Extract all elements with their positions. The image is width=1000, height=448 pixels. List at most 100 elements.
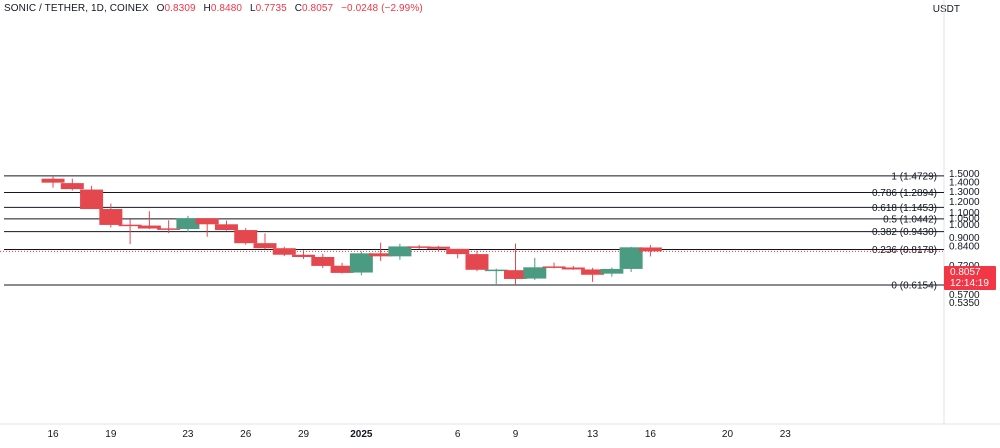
candle-body: [41, 178, 65, 183]
candle-body: [504, 270, 528, 279]
time-axis-tick-label: 23: [182, 429, 194, 440]
price-axis-tick-label: 1.0000: [949, 220, 980, 231]
candle-body: [638, 247, 662, 252]
fib-level-label: 1 (1.4729): [891, 171, 937, 182]
fib-level-label: 0.5 (1.0442): [883, 214, 937, 225]
candle-body: [60, 183, 84, 190]
open-value: 0.8309: [164, 3, 196, 14]
candle-body: [195, 218, 219, 225]
candle[interactable]: [330, 262, 354, 274]
candle[interactable]: [195, 218, 219, 237]
candle-body: [272, 248, 296, 255]
candle[interactable]: [60, 178, 84, 191]
candle[interactable]: [272, 246, 296, 257]
candle[interactable]: [638, 244, 662, 257]
time-axis-tick-label: 13: [587, 429, 599, 440]
candle[interactable]: [311, 253, 335, 269]
price-axis-tick-label: 0.9000: [949, 233, 980, 244]
time-axis-tick-label: 2025: [350, 429, 373, 440]
candle[interactable]: [157, 220, 181, 234]
candle-body: [292, 254, 316, 257]
price-axis-tick-label: 1.1000: [949, 208, 980, 219]
candle[interactable]: [176, 215, 200, 233]
candle-body: [311, 256, 335, 266]
candle[interactable]: [407, 244, 431, 249]
candle[interactable]: [426, 245, 450, 251]
candle[interactable]: [292, 250, 316, 259]
high-value: 0.8480: [210, 3, 243, 14]
candle[interactable]: [214, 220, 238, 231]
candle-body: [137, 225, 161, 229]
candle-body: [619, 247, 643, 269]
candles[interactable]: [41, 176, 662, 285]
fib-level-label: 0.382 (0.9430): [872, 227, 937, 238]
candle[interactable]: [465, 250, 489, 272]
fibonacci-retracement[interactable]: 1 (1.4729)0.786 (1.2894)0.618 (1.1453)0.…: [4, 171, 944, 292]
candle[interactable]: [369, 242, 393, 261]
time-axis-tick-label: 6: [455, 429, 461, 440]
candle-body: [330, 265, 354, 273]
candle[interactable]: [619, 246, 643, 272]
candle[interactable]: [80, 185, 104, 210]
candle-body: [523, 267, 547, 279]
low-label: L: [249, 3, 256, 14]
candle-body: [157, 228, 181, 230]
candle[interactable]: [581, 267, 605, 282]
candle-body: [80, 189, 104, 210]
candle-body: [388, 246, 412, 257]
candle-body: [99, 209, 123, 225]
close-value: 0.8057: [302, 3, 334, 14]
time-axis-tick-label: 16: [47, 429, 59, 440]
candle[interactable]: [523, 257, 547, 280]
last-price-tag: 0.8057 12:14:19: [944, 266, 996, 290]
time-axis-tick-label: 23: [780, 429, 792, 440]
candle-body: [369, 253, 393, 257]
symbol-header: SONIC / TETHER, 1D, COINEX O0.8309 H0.84…: [4, 3, 423, 14]
candle-body: [446, 248, 470, 255]
candle[interactable]: [118, 219, 142, 245]
price-axis-tick-label: 1.2000: [949, 197, 980, 208]
candle-body: [118, 224, 142, 227]
fib-level-label: 0.236 (0.8178): [872, 245, 937, 256]
price-axis-tick-label: 0.5350: [949, 298, 980, 309]
candle-body: [349, 253, 373, 273]
time-axis-tick-label: 29: [298, 429, 310, 440]
price-axis-tick-label: 0.5700: [949, 290, 980, 301]
candle[interactable]: [542, 262, 566, 269]
price-axis-tick-label: 1.4000: [949, 178, 980, 189]
candle-body: [561, 267, 585, 270]
bar-countdown: 12:14:19: [950, 278, 989, 289]
candle-body: [426, 246, 450, 249]
candle[interactable]: [600, 267, 624, 277]
candle[interactable]: [504, 243, 528, 285]
candle[interactable]: [561, 265, 585, 270]
candle[interactable]: [484, 268, 508, 284]
high-label: H: [203, 3, 211, 14]
fib-level-label: 0 (0.6154): [891, 281, 937, 292]
candle-body: [600, 268, 624, 274]
candle[interactable]: [41, 176, 65, 188]
candle[interactable]: [137, 211, 161, 230]
candle[interactable]: [234, 228, 258, 245]
price-axis-tick-label: 1.3000: [949, 187, 980, 198]
close-label: C: [294, 3, 303, 14]
candle[interactable]: [349, 251, 373, 276]
candle[interactable]: [253, 233, 277, 250]
currency-label[interactable]: USDT: [932, 4, 960, 15]
candle-body: [484, 269, 508, 272]
candle-body: [407, 246, 431, 248]
candle-body: [253, 243, 277, 249]
candle[interactable]: [446, 248, 470, 259]
price-axis-tick-label: 1.0500: [949, 214, 980, 225]
symbol-title: SONIC / TETHER, 1D, COINEX: [4, 3, 149, 14]
price-axis-tick-label: 1.5000: [949, 169, 980, 180]
change-value: −0.0248 (−2.99%): [341, 3, 423, 14]
candle[interactable]: [388, 243, 412, 260]
candle-body: [176, 218, 200, 230]
time-axis[interactable]: 16 19 23 26 29 2025 6 9 13 16 20 23: [47, 429, 791, 440]
candle-body: [542, 266, 566, 268]
candle-body: [214, 224, 238, 231]
time-axis-tick-label: 19: [105, 429, 117, 440]
candle[interactable]: [99, 203, 123, 228]
